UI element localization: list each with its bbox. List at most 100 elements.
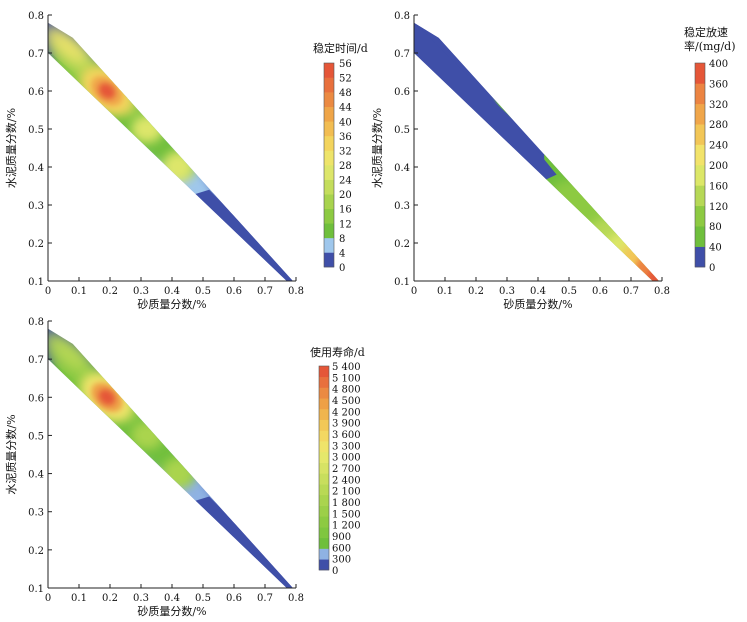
chart-panel-3: 0 0.1 0.2 0.3 0.4 0.5 0.6 0.7 0.80.10.20.30.40.5… bbox=[5, 317, 365, 618]
colorbar-swatch bbox=[319, 451, 329, 463]
colorbar-swatch bbox=[324, 121, 334, 137]
contour-level bbox=[162, 457, 195, 490]
colorbar-tick-label: 4 800 bbox=[332, 385, 361, 396]
colorbar-swatch bbox=[319, 484, 329, 496]
colorbar-tick-label: 4 bbox=[339, 248, 345, 259]
colorbar-tick-label: 44 bbox=[339, 103, 352, 114]
contour-level bbox=[48, 25, 89, 65]
colorbar-title: 率/(mg/d) bbox=[684, 39, 736, 53]
colorbar-tick-label: 16 bbox=[339, 205, 352, 216]
contour-level bbox=[583, 217, 636, 269]
colorbar-tick-label: 240 bbox=[709, 141, 728, 152]
colorbar-tick-label: 4 200 bbox=[332, 407, 361, 418]
chart-panel-1: 0 0.1 0.2 0.3 0.4 0.5 0.6 0.7 0.80.10.20.30.40.5… bbox=[5, 11, 368, 311]
contour-fill bbox=[48, 328, 293, 588]
colorbar-tick-label: 2 400 bbox=[332, 475, 361, 486]
colorbar-swatch bbox=[324, 252, 334, 268]
colorbar-swatch bbox=[324, 179, 334, 195]
colorbar-swatch bbox=[319, 387, 329, 399]
colorbar-tick-label: 1 500 bbox=[332, 509, 361, 520]
x-axis-label: 砂质量分数/% bbox=[137, 298, 206, 311]
colorbar-tick-label: 2 100 bbox=[332, 487, 361, 498]
colorbar-swatch bbox=[319, 537, 329, 549]
colorbar-swatch bbox=[324, 208, 334, 224]
colorbar-tick-label: 12 bbox=[339, 219, 352, 230]
y-tick-label: 0.7 bbox=[394, 49, 410, 60]
x-tick-label: 0.7 bbox=[257, 286, 273, 297]
colorbar-swatch bbox=[319, 366, 329, 378]
colorbar-swatch bbox=[324, 237, 334, 253]
x-tick-label: 0.5 bbox=[195, 286, 211, 297]
colorbar-swatch bbox=[319, 548, 329, 560]
y-tick-label: 0.5 bbox=[394, 125, 410, 136]
x-tick-label: 0 bbox=[411, 286, 417, 297]
colorbar-tick-label: 3 900 bbox=[332, 419, 361, 430]
colorbar-swatch bbox=[695, 83, 705, 105]
contour-base bbox=[414, 22, 557, 186]
y-tick-label: 0.2 bbox=[28, 239, 44, 250]
colorbar-swatch bbox=[319, 473, 329, 485]
colorbar-swatch bbox=[319, 462, 329, 474]
x-tick-label: 0.3 bbox=[133, 593, 149, 604]
y-tick-label: 0.7 bbox=[28, 355, 44, 366]
x-axis-label: 砂质量分数/% bbox=[503, 298, 572, 311]
colorbar-tick-label: 3 600 bbox=[332, 430, 361, 441]
x-tick-label: 0.8 bbox=[288, 286, 304, 297]
colorbar-swatch bbox=[324, 63, 334, 78]
colorbar-swatch bbox=[319, 398, 329, 410]
colorbar-tick-label: 40 bbox=[339, 117, 352, 128]
x-tick-label: 0.6 bbox=[226, 286, 242, 297]
x-tick-label: 0.2 bbox=[102, 593, 118, 604]
colorbar-swatch bbox=[319, 559, 329, 571]
colorbar-swatch bbox=[695, 226, 705, 247]
x-tick-label: 0.1 bbox=[71, 286, 87, 297]
y-tick-label: 0.5 bbox=[28, 125, 44, 136]
contour-level bbox=[131, 115, 164, 143]
y-axis-label: 水泥质量分数/% bbox=[371, 108, 384, 188]
colorbar-title: 稳定放速 bbox=[684, 25, 728, 39]
colorbar-tick-label: 80 bbox=[709, 222, 722, 233]
colorbar-tick-label: 32 bbox=[339, 146, 352, 157]
contour-level bbox=[162, 151, 195, 183]
y-axis-label: 水泥质量分数/% bbox=[5, 414, 18, 494]
y-tick-label: 0.1 bbox=[28, 277, 44, 288]
colorbar-tick-label: 20 bbox=[339, 190, 352, 201]
y-tick-label: 0.4 bbox=[28, 163, 44, 174]
x-tick-label: 0.2 bbox=[102, 286, 118, 297]
colorbar-title: 稳定时间/d bbox=[313, 41, 368, 55]
y-tick-label: 0.6 bbox=[28, 393, 44, 404]
y-tick-label: 0.2 bbox=[28, 546, 44, 557]
y-tick-label: 0.2 bbox=[394, 239, 410, 250]
colorbar-swatch bbox=[319, 430, 329, 442]
colorbar-tick-label: 280 bbox=[709, 120, 728, 131]
colorbar-swatch bbox=[695, 165, 705, 186]
colorbar-swatch bbox=[319, 441, 329, 453]
y-tick-label: 0.3 bbox=[28, 508, 44, 519]
contour-base bbox=[184, 189, 293, 281]
x-tick-label: 0.6 bbox=[592, 286, 608, 297]
contour-level bbox=[544, 144, 659, 281]
x-tick-label: 0.4 bbox=[530, 286, 546, 297]
colorbar-title: 使用寿命/d bbox=[310, 345, 365, 359]
colorbar-tick-label: 5 400 bbox=[332, 362, 361, 373]
x-tick-label: 0.8 bbox=[654, 286, 670, 297]
colorbar-frame bbox=[318, 365, 330, 571]
colorbar-tick-label: 160 bbox=[709, 181, 728, 192]
colorbar-swatch bbox=[324, 106, 334, 122]
colorbar-swatch bbox=[695, 63, 705, 84]
colorbar-swatch bbox=[324, 150, 334, 166]
colorbar-tick-label: 3 300 bbox=[332, 441, 361, 452]
x-tick-label: 0.3 bbox=[133, 286, 149, 297]
colorbar-swatch bbox=[319, 419, 329, 431]
y-tick-label: 0.8 bbox=[394, 11, 410, 22]
colorbar-tick-label: 400 bbox=[709, 59, 728, 70]
colorbar-tick-label: 320 bbox=[709, 100, 728, 111]
colorbar-swatch bbox=[695, 205, 705, 227]
colorbar-swatch bbox=[319, 408, 329, 420]
colorbar-swatch bbox=[324, 92, 334, 108]
contour-fill bbox=[414, 22, 659, 281]
colorbar-swatch bbox=[319, 527, 329, 539]
x-tick-label: 0.5 bbox=[561, 286, 577, 297]
colorbar-frame bbox=[323, 62, 335, 268]
